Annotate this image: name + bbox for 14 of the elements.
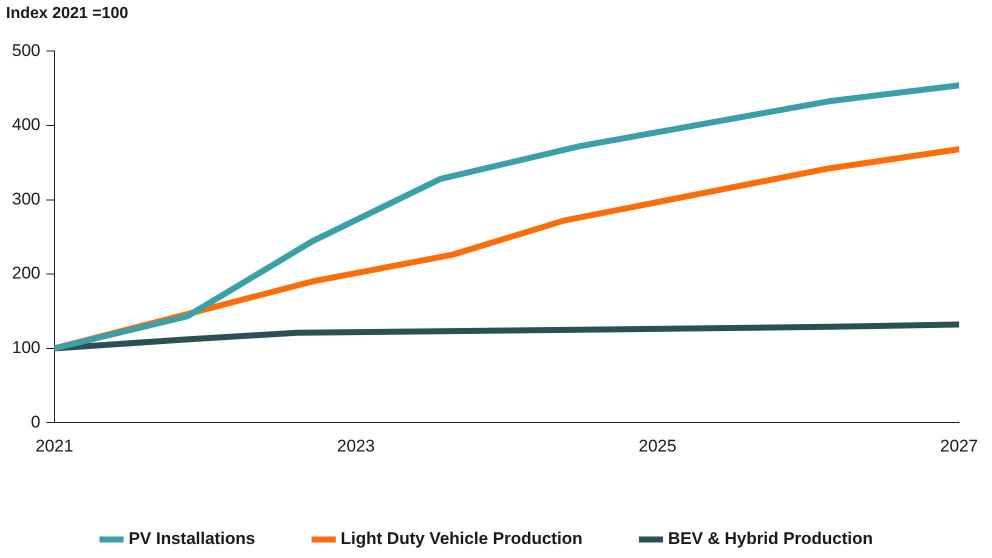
y-tick-label: 200: [12, 264, 40, 283]
x-tick-label: 2021: [35, 436, 74, 456]
x-tick-label: 2023: [337, 436, 375, 456]
legend-label: BEV & Hybrid Production: [668, 529, 873, 548]
y-tick-label: 300: [12, 189, 40, 208]
x-tick-label: 2025: [638, 436, 676, 456]
legend-label: Light Duty Vehicle Production: [340, 529, 582, 548]
x-tick-label: 2027: [940, 436, 978, 456]
legend-label: PV Installations: [128, 529, 256, 548]
y-tick-label: 500: [12, 40, 40, 60]
y-tick-label: 400: [12, 115, 40, 134]
y-tick-label: 0: [30, 412, 40, 432]
y-tick-label: 100: [12, 338, 40, 358]
y-axis-title: Index 2021 =100: [6, 5, 128, 22]
